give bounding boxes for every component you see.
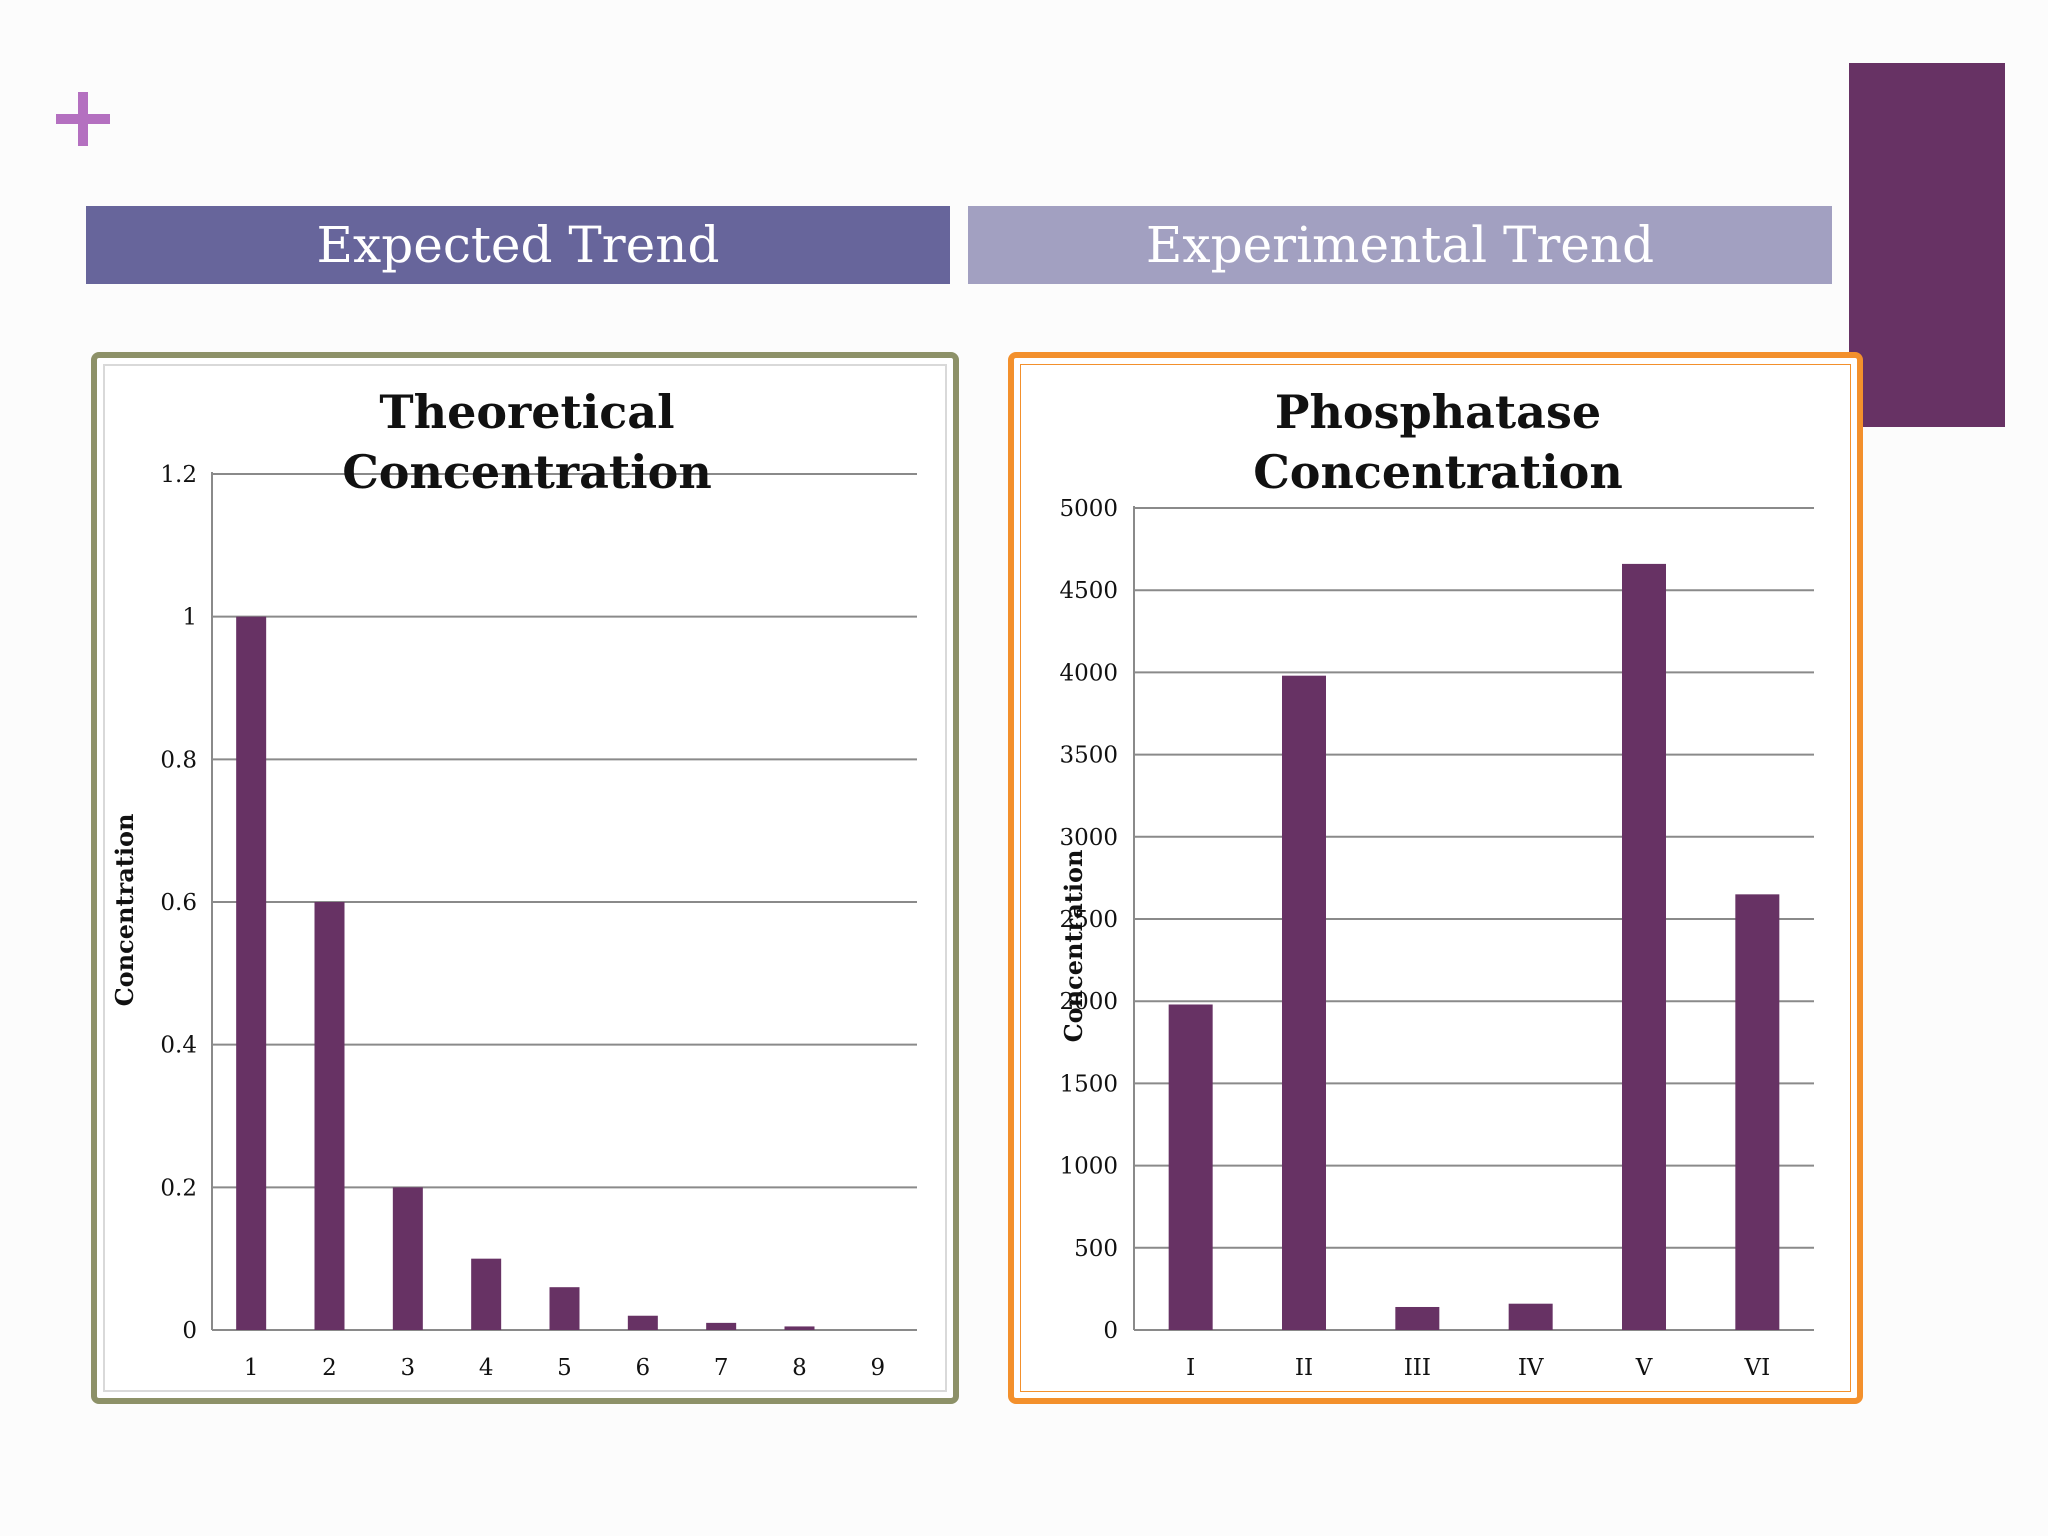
bar — [1282, 675, 1326, 1330]
bar — [1508, 1303, 1553, 1330]
chart-frame-theoretical: Theoretical Concentration Concentration … — [91, 352, 959, 1404]
bar — [392, 1187, 423, 1330]
y-axis-label: Concentration — [110, 814, 139, 1007]
y-tick-label: 3500 — [1059, 743, 1118, 769]
chart-title-line: Phosphatase — [1275, 385, 1601, 439]
y-tick-label: 0.4 — [160, 1033, 197, 1059]
y-tick-label: 0 — [182, 1318, 197, 1344]
y-tick-label: 1500 — [1059, 1071, 1118, 1097]
y-tick-label: 0.6 — [160, 890, 197, 916]
y-tick-label: 2500 — [1059, 907, 1118, 933]
x-tick-label: 2 — [322, 1355, 337, 1381]
y-tick-label: 0 — [1103, 1318, 1118, 1344]
chart-title-line: Concentration — [342, 445, 712, 499]
bar — [627, 1315, 658, 1330]
bar — [471, 1258, 502, 1330]
y-tick-label: 5000 — [1059, 496, 1118, 522]
y-tick-label: 3000 — [1059, 825, 1118, 851]
x-tick-label: 4 — [479, 1355, 494, 1381]
x-tick-label: 5 — [557, 1355, 572, 1381]
plus-icon — [52, 78, 114, 158]
x-tick-label: II — [1295, 1355, 1313, 1381]
x-tick-label: 8 — [792, 1355, 807, 1381]
banner-expected-trend: Expected Trend — [86, 206, 950, 284]
bar — [1622, 563, 1666, 1330]
chart-inner-border — [1020, 364, 1851, 1392]
y-tick-label: 0.2 — [160, 1175, 197, 1201]
x-tick-label: IV — [1518, 1355, 1544, 1381]
x-tick-label: 3 — [401, 1355, 416, 1381]
y-tick-label: 1 — [182, 605, 197, 631]
chart-title-line: Concentration — [1253, 445, 1623, 499]
x-tick-label: 7 — [714, 1355, 729, 1381]
y-tick-label: 500 — [1074, 1236, 1118, 1262]
bar — [236, 616, 267, 1330]
x-tick-label: V — [1635, 1355, 1653, 1381]
bar — [706, 1322, 737, 1330]
y-tick-label: 0.8 — [160, 747, 197, 773]
x-tick-label: VI — [1743, 1355, 1770, 1381]
bar — [314, 902, 345, 1330]
theoretical-concentration-chart: Theoretical Concentration Concentration … — [110, 385, 917, 1381]
y-tick-label: 1000 — [1059, 1154, 1118, 1180]
phosphatase-concentration-chart: Phosphatase Concentration Concentration … — [1059, 385, 1814, 1381]
x-tick-label: 1 — [244, 1355, 259, 1381]
bar — [1735, 894, 1780, 1330]
corner-accent-block — [1849, 63, 2005, 427]
bar — [784, 1326, 815, 1330]
y-tick-label: 2000 — [1059, 989, 1118, 1015]
x-tick-label: III — [1404, 1355, 1431, 1381]
y-tick-label: 4500 — [1059, 578, 1118, 604]
chart-title-line: Theoretical — [379, 385, 674, 439]
chart-frame-phosphatase: Phosphatase Concentration Concentration … — [1008, 352, 1863, 1404]
x-tick-label: 6 — [636, 1355, 651, 1381]
x-tick-label: 9 — [871, 1355, 886, 1381]
chart-inner-border — [103, 364, 947, 1392]
bar — [1395, 1306, 1440, 1330]
bar — [549, 1287, 580, 1330]
y-tick-label: 4000 — [1059, 660, 1118, 686]
banner-experimental-trend: Experimental Trend — [968, 206, 1832, 284]
x-tick-label: I — [1186, 1355, 1195, 1381]
y-tick-label: 1.2 — [160, 462, 197, 488]
bar — [1168, 1004, 1213, 1330]
y-axis-label: Concentration — [1059, 850, 1088, 1043]
